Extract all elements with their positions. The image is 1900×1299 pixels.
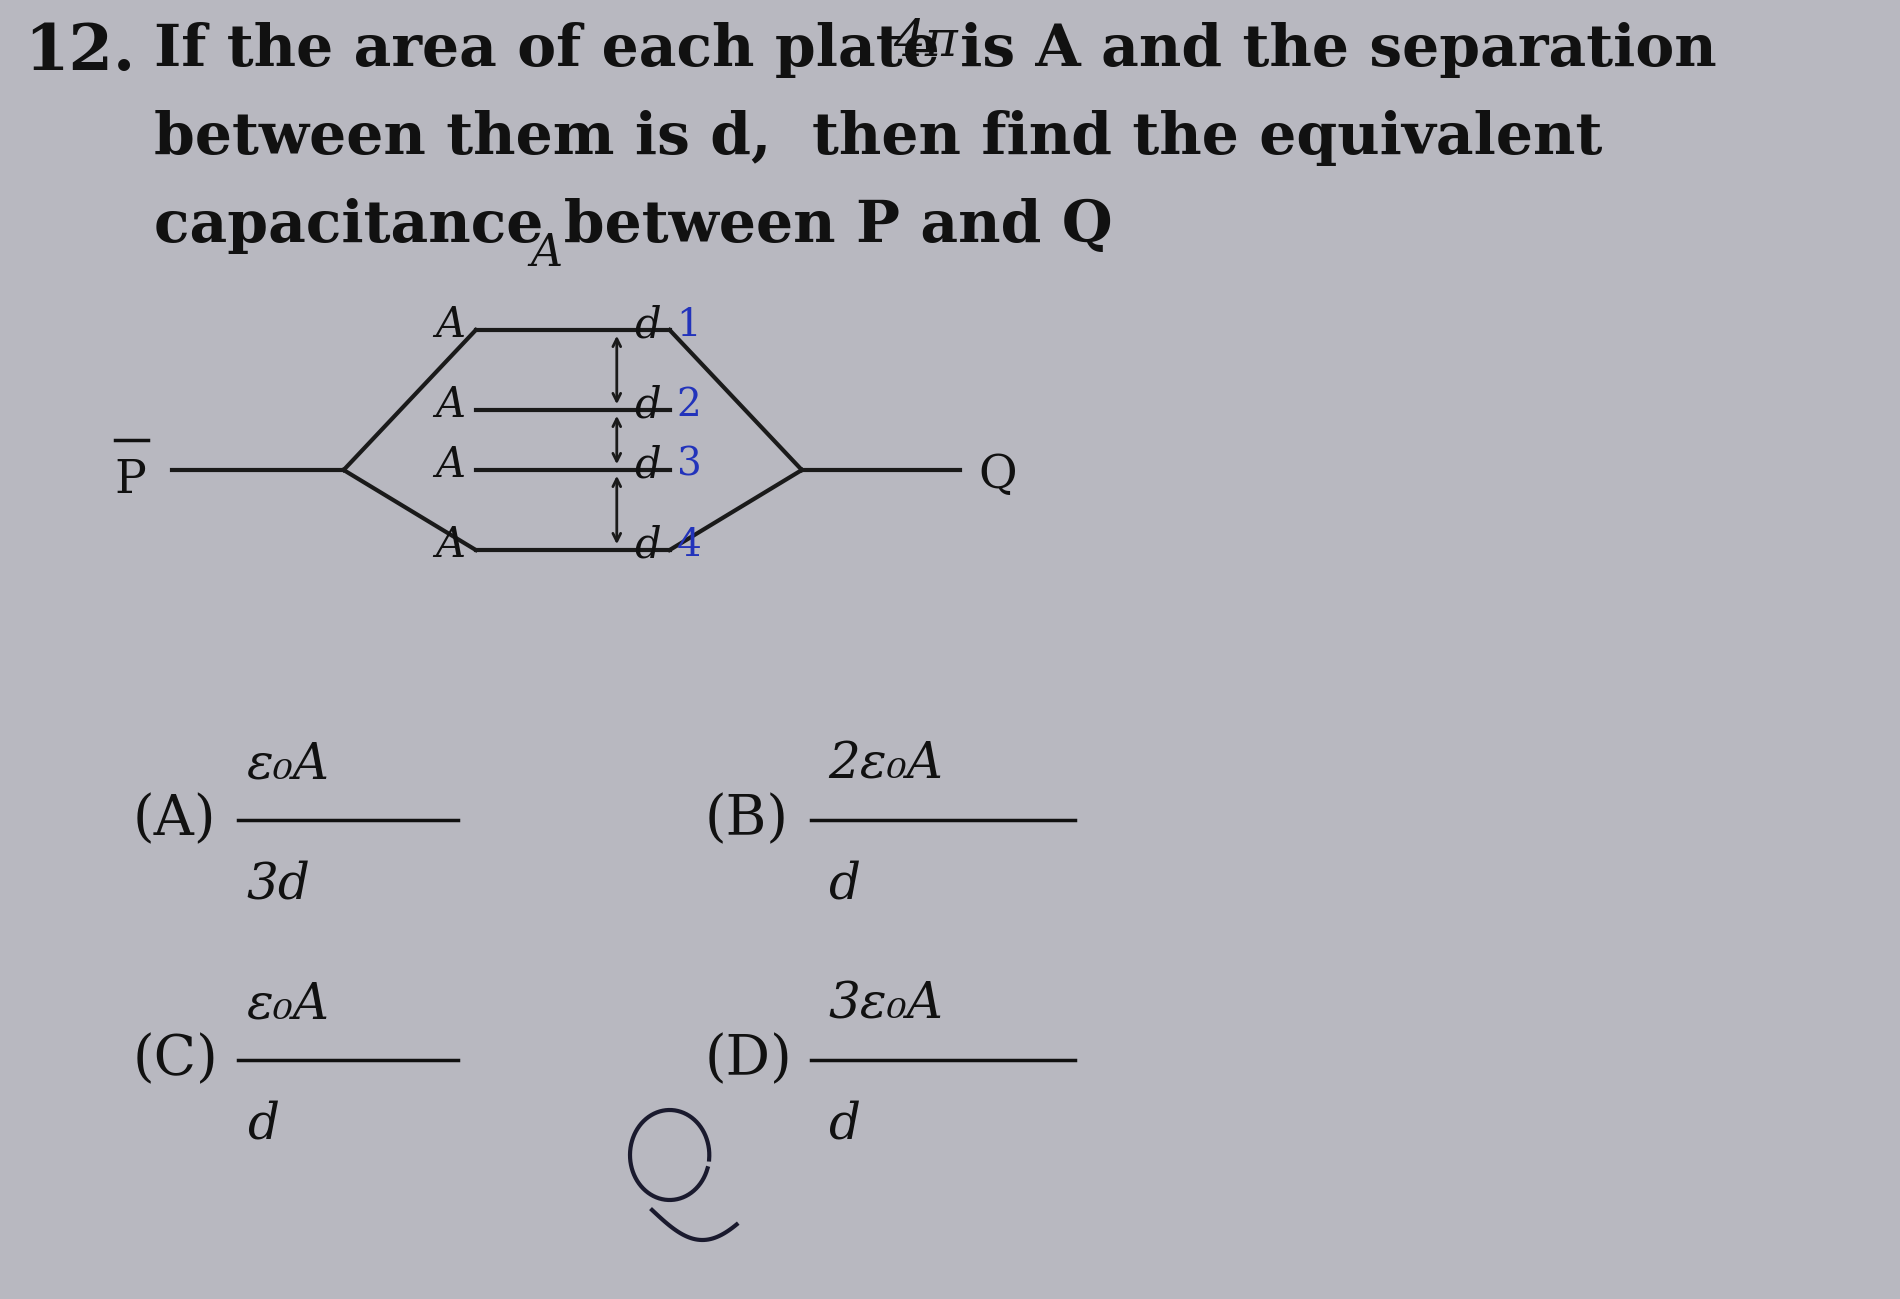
Text: A: A — [435, 523, 466, 566]
Text: (D): (D) — [705, 1033, 792, 1087]
Text: (C): (C) — [133, 1033, 218, 1087]
Text: 4π: 4π — [893, 18, 958, 68]
Text: 3d: 3d — [247, 860, 310, 909]
Text: d: d — [635, 523, 661, 566]
Text: (A): (A) — [133, 792, 217, 847]
Text: d: d — [635, 385, 661, 426]
Text: ε₀A: ε₀A — [247, 740, 331, 790]
Text: A: A — [435, 385, 466, 426]
Text: between them is d,  then find the equivalent: between them is d, then find the equival… — [154, 110, 1602, 166]
Text: ε₀A: ε₀A — [247, 981, 331, 1030]
Text: d: d — [828, 1100, 861, 1150]
Text: P: P — [114, 457, 146, 503]
Text: (B): (B) — [705, 792, 788, 847]
Text: A: A — [530, 231, 562, 275]
Text: If the area of each plate is A and the separation: If the area of each plate is A and the s… — [154, 22, 1718, 78]
Text: d: d — [828, 860, 861, 909]
Text: 2: 2 — [676, 387, 701, 423]
Text: 3: 3 — [676, 447, 701, 483]
Text: 2ε₀A: 2ε₀A — [828, 740, 942, 790]
Text: 1: 1 — [676, 307, 701, 343]
Text: d: d — [247, 1100, 279, 1150]
Text: 3ε₀A: 3ε₀A — [828, 981, 942, 1030]
Text: A: A — [435, 444, 466, 486]
Text: d: d — [635, 444, 661, 486]
Text: 12.: 12. — [25, 22, 135, 83]
Text: Q: Q — [978, 452, 1016, 498]
Text: 4: 4 — [676, 526, 701, 564]
Text: d: d — [635, 304, 661, 346]
Text: A: A — [435, 304, 466, 346]
Text: capacitance between P and Q: capacitance between P and Q — [154, 197, 1113, 255]
